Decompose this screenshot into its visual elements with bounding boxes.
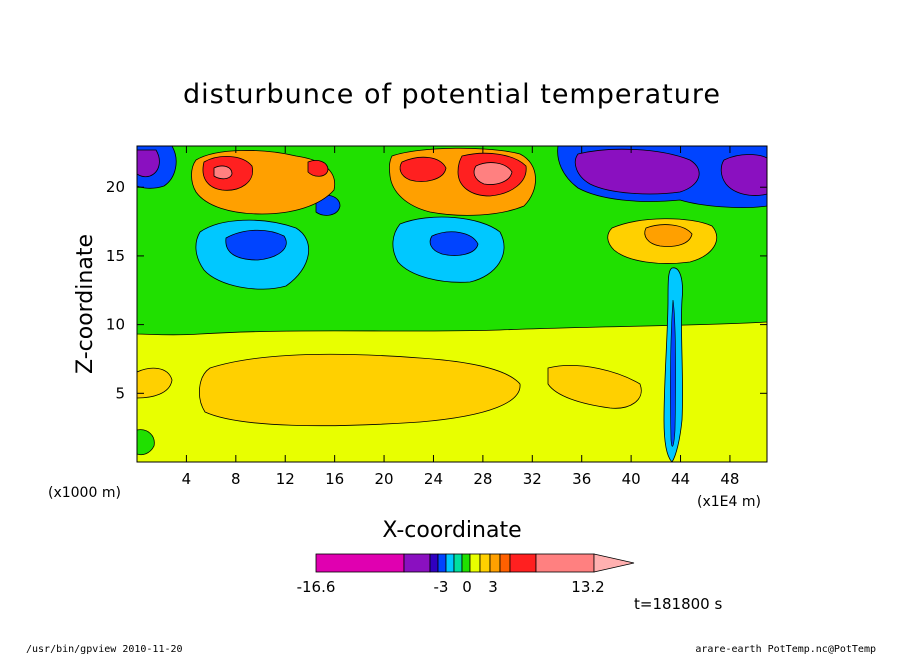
x-axis-unit: (x1000 m) <box>48 485 121 501</box>
y-tick-label: 10 <box>106 316 125 334</box>
x-axis-label: X-coordinate <box>382 518 521 543</box>
colorbar-segment <box>429 553 439 573</box>
y-tick-label: 5 <box>115 384 125 402</box>
colorbar-arrow <box>593 553 635 573</box>
time-label: t=181800 s <box>634 595 722 613</box>
x-tick-label: 48 <box>720 470 739 488</box>
contour-orange-lower <box>199 353 521 427</box>
contour-plume-core <box>670 299 676 447</box>
footer-right: arare-earth_PotTemp.nc@PotTemp <box>695 644 876 654</box>
contour-orange-right-inner <box>644 224 693 247</box>
colorbar-segment <box>461 553 471 573</box>
plot-area <box>137 146 767 462</box>
x-tick-label: 24 <box>424 470 443 488</box>
colorbar-segment <box>479 553 491 573</box>
x-tick-label: 44 <box>671 470 690 488</box>
colorbar-segment <box>453 553 463 573</box>
colorbar-segment <box>403 553 431 573</box>
colorbar-tick-label: 3 <box>488 578 498 596</box>
x-tick-label: 28 <box>473 470 492 488</box>
contour-orange-left <box>137 367 173 399</box>
y-axis-label: Z-coordinate <box>73 234 98 374</box>
colorbar-segment <box>509 553 537 573</box>
colorbar-segment <box>315 553 405 573</box>
colorbar-min-label: -16.6 <box>297 578 336 596</box>
contour-pink-high-left <box>213 165 233 180</box>
contour-orange-right <box>547 365 642 409</box>
contour-red-high-small <box>307 160 329 177</box>
y-axis-ticks: 5 10 15 20 <box>106 178 767 402</box>
y-tick-label: 20 <box>106 178 125 196</box>
colorbar-segment <box>499 553 511 573</box>
footer-left: /usr/bin/gpview 2010-11-20 <box>26 644 183 654</box>
colorbar <box>315 553 635 573</box>
colorbar-segment <box>469 553 481 573</box>
colorbar-segment <box>535 553 595 573</box>
contour-green-lower-left <box>137 429 155 456</box>
y-tick-label: 15 <box>106 247 125 265</box>
colorbar-segment <box>437 553 447 573</box>
contour-blue-left <box>225 229 287 261</box>
contour-purple-far-right <box>720 154 767 196</box>
x-tick-label: 36 <box>572 470 591 488</box>
x-tick-label: 16 <box>325 470 344 488</box>
colorbar-tick-label: -3 <box>434 578 449 596</box>
contour-purple-top-right <box>574 148 700 195</box>
y-axis-unit: (x1E4 m) <box>697 494 761 510</box>
x-tick-label: 12 <box>276 470 295 488</box>
x-tick-label: 32 <box>523 470 542 488</box>
contour-pink-high-right <box>473 162 513 185</box>
x-axis-ticks: 4 8 12 16 20 24 28 32 36 40 44 48 <box>182 146 739 488</box>
x-tick-label: 4 <box>182 470 192 488</box>
contour-red-high-middle <box>399 156 447 182</box>
colorbar-max-label: 13.2 <box>571 578 604 596</box>
colorbar-tick-label: 0 <box>462 578 472 596</box>
x-tick-label: 40 <box>622 470 641 488</box>
x-tick-label: 20 <box>375 470 394 488</box>
contour-blue-middle <box>429 231 479 256</box>
chart-title: disturbunce of potential temperature <box>183 79 721 110</box>
colorbar-segment <box>445 553 455 573</box>
contour-purple-top-left <box>137 149 160 178</box>
x-tick-label: 8 <box>231 470 241 488</box>
plot-frame <box>136 145 768 463</box>
colorbar-segment <box>489 553 501 573</box>
